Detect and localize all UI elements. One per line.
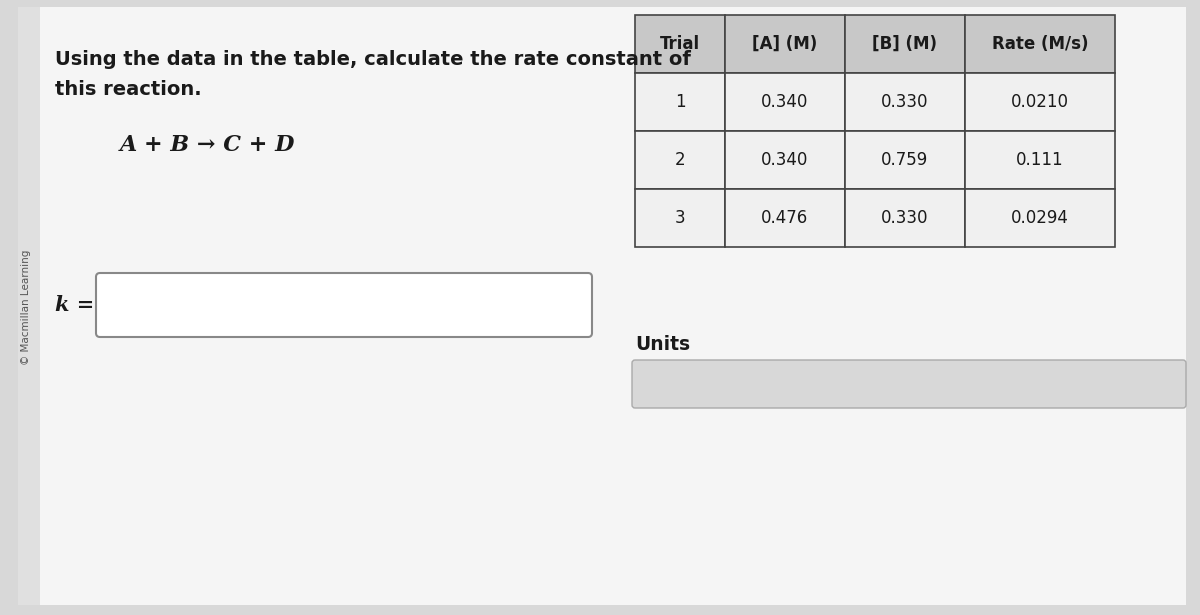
Bar (845, 131, 965, 189)
Text: this reaction.: this reaction. (55, 80, 202, 99)
Text: 0.0210: 0.0210 (1010, 93, 1069, 111)
Bar (965, 15, 1115, 73)
Bar (725, 15, 845, 73)
Bar (635, 131, 725, 189)
Text: 0.476: 0.476 (761, 209, 809, 227)
Bar (725, 131, 845, 189)
Text: 1: 1 (674, 93, 685, 111)
Text: Trial: Trial (660, 35, 700, 53)
Text: Rate (M/s): Rate (M/s) (991, 35, 1088, 53)
Text: 2: 2 (674, 151, 685, 169)
Bar (965, 189, 1115, 247)
Text: [B] (M): [B] (M) (872, 35, 937, 53)
FancyBboxPatch shape (96, 273, 592, 337)
Text: © Macmillan Learning: © Macmillan Learning (20, 249, 31, 365)
Text: A + B → C + D: A + B → C + D (120, 134, 295, 156)
Text: 0.340: 0.340 (761, 151, 809, 169)
Text: 0.111: 0.111 (1016, 151, 1064, 169)
Bar (845, 15, 965, 73)
Text: 0.0294: 0.0294 (1012, 209, 1069, 227)
Text: 0.340: 0.340 (761, 93, 809, 111)
Bar (845, 73, 965, 131)
Text: Using the data in the table, calculate the rate constant of: Using the data in the table, calculate t… (55, 50, 691, 69)
Bar (635, 15, 725, 73)
Bar (725, 73, 845, 131)
Text: 3: 3 (674, 209, 685, 227)
Text: Units: Units (635, 336, 690, 354)
Bar (18, 7, 40, 605)
Text: 0.330: 0.330 (881, 209, 929, 227)
Bar (725, 189, 845, 247)
FancyBboxPatch shape (632, 360, 1186, 408)
Bar (845, 189, 965, 247)
Bar (965, 131, 1115, 189)
Bar (635, 73, 725, 131)
Text: 0.330: 0.330 (881, 93, 929, 111)
Bar (965, 73, 1115, 131)
Bar (635, 189, 725, 247)
Text: 0.759: 0.759 (881, 151, 929, 169)
Text: k =: k = (55, 295, 95, 315)
Text: [A] (M): [A] (M) (752, 35, 817, 53)
